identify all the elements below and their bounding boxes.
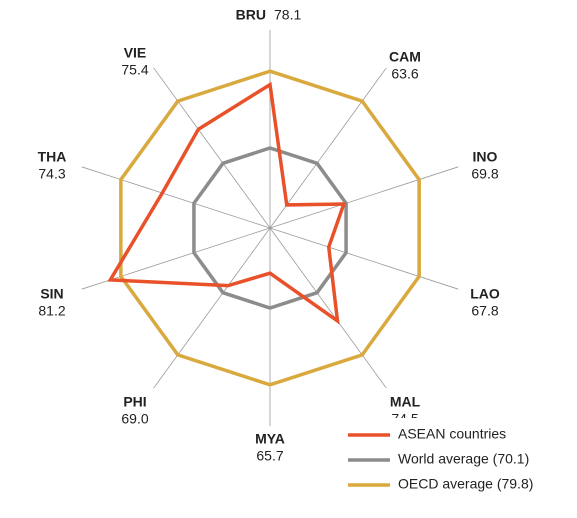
axis-label: MYA — [255, 431, 285, 447]
value-label: 63.6 — [391, 66, 418, 82]
series-polygon — [192, 146, 348, 310]
spoke — [153, 67, 271, 229]
axis-label: SIN — [40, 286, 63, 302]
axis-label: MAL — [390, 394, 421, 410]
axis-label: BRU — [236, 7, 266, 23]
value-label: 69.8 — [471, 166, 498, 182]
legend: ASEAN countries World average (70.1) OECD … — [348, 426, 533, 492]
axis-label: LAO — [470, 286, 500, 302]
value-label: 67.8 — [471, 303, 498, 319]
value-label: 78.1 — [274, 7, 301, 23]
spoke — [269, 227, 459, 290]
labels: BRU78.1CAM63.6INO69.8LAO67.8MAL74.5MYA65… — [38, 7, 500, 464]
axis-label: PHI — [123, 394, 146, 410]
axis-label: THA — [38, 149, 67, 165]
spoke — [269, 67, 387, 229]
series-polygon — [119, 69, 421, 387]
value-label: 81.2 — [38, 303, 65, 319]
value-label: 74.3 — [38, 166, 65, 182]
axis-label: CAM — [389, 49, 421, 65]
spoke — [153, 227, 271, 389]
spokes — [81, 30, 459, 426]
spoke — [81, 166, 271, 229]
value-label: 69.0 — [121, 411, 148, 427]
series-polygon — [107, 81, 347, 325]
legend-label: OECD average (79.8) — [398, 476, 533, 492]
value-label: 65.7 — [256, 448, 283, 464]
legend-label: World average (70.1) — [398, 451, 529, 467]
axis-label: VIE — [124, 45, 147, 61]
spoke — [269, 166, 459, 229]
value-label: 75.4 — [121, 62, 148, 78]
polygons — [107, 69, 421, 387]
axis-label: INO — [473, 149, 498, 165]
spoke — [269, 227, 387, 389]
legend-label: ASEAN countries — [398, 426, 506, 442]
